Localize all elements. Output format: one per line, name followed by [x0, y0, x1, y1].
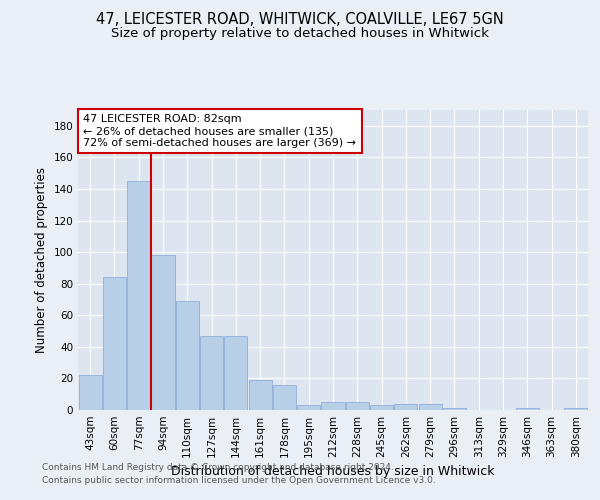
Bar — [443, 408, 466, 410]
Text: Contains HM Land Registry data © Crown copyright and database right 2024.: Contains HM Land Registry data © Crown c… — [42, 464, 394, 472]
Bar — [419, 404, 442, 410]
X-axis label: Distribution of detached houses by size in Whitwick: Distribution of detached houses by size … — [171, 466, 495, 478]
Text: 47, LEICESTER ROAD, WHITWICK, COALVILLE, LE67 5GN: 47, LEICESTER ROAD, WHITWICK, COALVILLE,… — [96, 12, 504, 28]
Bar — [127, 181, 150, 410]
Bar — [322, 402, 344, 410]
Bar — [224, 336, 247, 410]
Bar — [200, 336, 223, 410]
Bar — [151, 256, 175, 410]
Text: Contains public sector information licensed under the Open Government Licence v3: Contains public sector information licen… — [42, 476, 436, 485]
Y-axis label: Number of detached properties: Number of detached properties — [35, 167, 48, 353]
Bar — [176, 301, 199, 410]
Bar — [516, 408, 539, 410]
Text: 47 LEICESTER ROAD: 82sqm
← 26% of detached houses are smaller (135)
72% of semi-: 47 LEICESTER ROAD: 82sqm ← 26% of detach… — [83, 114, 356, 148]
Bar — [273, 384, 296, 410]
Bar — [103, 278, 126, 410]
Text: Size of property relative to detached houses in Whitwick: Size of property relative to detached ho… — [111, 28, 489, 40]
Bar — [565, 408, 587, 410]
Bar — [370, 406, 393, 410]
Bar — [346, 402, 369, 410]
Bar — [394, 404, 418, 410]
Bar — [79, 376, 101, 410]
Bar — [297, 406, 320, 410]
Bar — [248, 380, 272, 410]
